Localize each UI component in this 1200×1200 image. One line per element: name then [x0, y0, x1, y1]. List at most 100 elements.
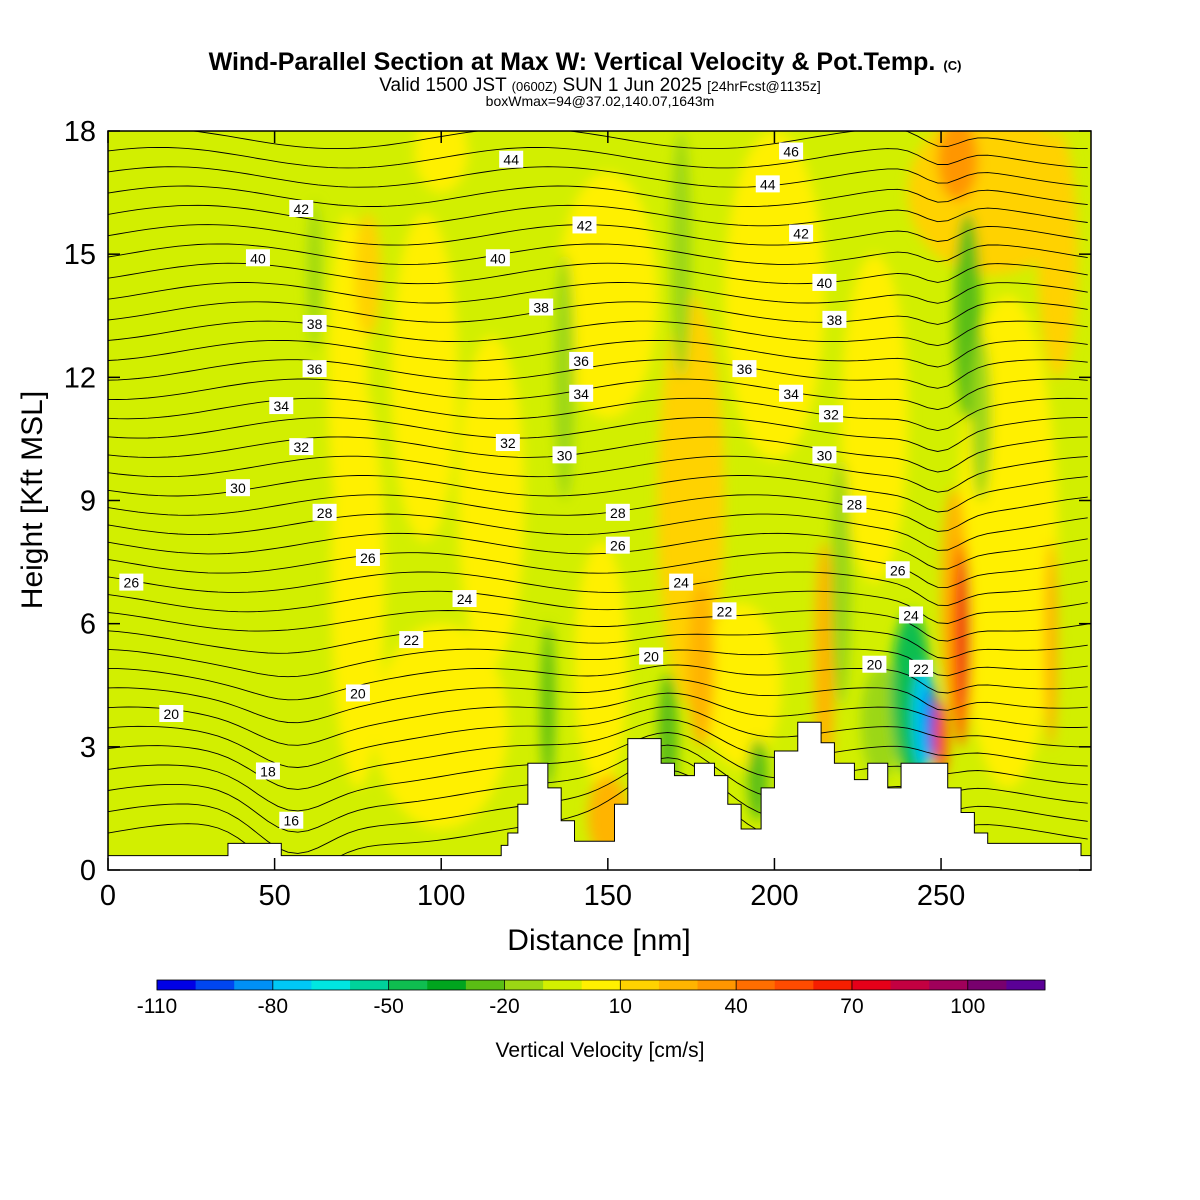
contour-label-text: 20 — [643, 649, 659, 665]
contour-label-box — [885, 561, 910, 579]
contour-label: 32 — [289, 438, 314, 456]
contour-label-text: 40 — [490, 250, 506, 266]
contour-label-box — [279, 811, 304, 829]
colorbar-swatch — [620, 980, 660, 990]
contour-label-text: 32 — [293, 439, 309, 455]
colorbar-tick-label: 100 — [950, 995, 985, 1018]
contour-label-text: 38 — [307, 316, 323, 332]
contour-label-box — [255, 762, 280, 780]
contour-label: 24 — [452, 590, 477, 608]
colorbar-swatch — [967, 980, 1007, 990]
isentrope-line — [108, 610, 1088, 642]
contour-label: 24 — [899, 606, 924, 624]
isentrope-line — [108, 532, 1088, 570]
isentrope-line — [108, 359, 1088, 389]
contour-label: 40 — [485, 249, 510, 267]
isentrope-line — [108, 185, 1088, 207]
contour-label: 38 — [302, 314, 327, 332]
contour-label-text: 24 — [673, 575, 689, 591]
colorbar-tick-label: -80 — [258, 995, 288, 1018]
contour-label: 22 — [712, 602, 737, 620]
velocity-cell — [959, 553, 970, 710]
contour-label-box — [712, 602, 737, 620]
contour-label-box — [732, 360, 757, 378]
colorbar-swatch — [851, 980, 892, 990]
contour-label: 26 — [885, 561, 910, 579]
contour-label: 32 — [819, 405, 844, 423]
contour-label-text: 30 — [557, 447, 573, 463]
contour-label-box — [499, 150, 524, 168]
isentrope-line — [108, 692, 1088, 746]
colorbar-swatch — [427, 980, 467, 990]
contour-label-text: 40 — [250, 250, 266, 266]
velocity-cell — [861, 664, 902, 780]
y-tick-label: 12 — [64, 362, 96, 394]
isentrope-line — [108, 243, 1088, 265]
contour-label-box — [302, 314, 327, 332]
colorbar-tick-label: 10 — [609, 995, 632, 1018]
velocity-cell — [701, 603, 782, 768]
contour-label-text: 32 — [500, 435, 516, 451]
colorbar-swatch — [736, 980, 776, 990]
isentrope-line — [108, 224, 1088, 246]
contour-label-text: 42 — [793, 226, 809, 242]
contour-label: 36 — [302, 360, 327, 378]
contour-label: 26 — [119, 573, 144, 591]
contour-label-box — [269, 397, 294, 415]
chart-title: Wind-Parallel Section at Max W: Vertical… — [209, 48, 962, 76]
contour-label-box — [495, 434, 520, 452]
velocity-cell — [925, 685, 938, 760]
colorbar-swatch — [813, 980, 853, 990]
contour-label-text: 28 — [610, 505, 626, 521]
contour-label: 42 — [789, 224, 814, 242]
velocity-cell — [687, 582, 715, 747]
contour-label-box — [639, 647, 664, 665]
velocity-cell — [724, 131, 825, 460]
x-tick-label: 200 — [750, 880, 798, 912]
isentrope-line — [108, 629, 1088, 659]
contour-label-text: 20 — [164, 706, 180, 722]
chart-subtitle: Valid 1500 JST (0600Z) SUN 1 Jun 2025 [2… — [379, 75, 820, 96]
colorbar-swatch — [234, 980, 274, 990]
contour-label: 20 — [159, 704, 184, 722]
contour-label-text: 26 — [124, 575, 140, 591]
contour-label-box — [862, 655, 887, 673]
contour-label: 30 — [812, 446, 837, 464]
isentrope-line — [108, 590, 1088, 624]
velocity-cell — [391, 213, 458, 542]
contour-label-text: 22 — [913, 661, 929, 677]
contour-label-text: 44 — [760, 176, 776, 192]
contour-label-box — [159, 704, 184, 722]
isentrope-line — [108, 339, 1088, 368]
colorbar-swatch — [311, 980, 351, 990]
isentrope-line — [108, 664, 1088, 701]
velocity-cell — [934, 701, 948, 776]
contour-label-box — [779, 142, 804, 160]
contour-label-box — [909, 659, 934, 677]
isentrope-line — [108, 552, 1088, 588]
box-info: boxWmax=94@37.02,140.07,1643m — [486, 93, 715, 109]
isentrope-line — [189, 131, 1088, 150]
contour-label-box — [245, 249, 270, 267]
velocity-cell — [414, 131, 468, 193]
contour-label-text: 42 — [577, 217, 593, 233]
contour-label: 34 — [779, 384, 804, 402]
contour-label: 30 — [552, 446, 577, 464]
contour-label: 34 — [569, 384, 594, 402]
contour-label-text: 28 — [317, 505, 333, 521]
isentrope-line — [108, 301, 1088, 325]
contour-label-box — [312, 503, 337, 521]
contour-label: 24 — [669, 573, 694, 591]
colorbar-tick-labels: -110 -80 -50 -20 10 40 70 100 — [137, 980, 985, 1018]
contour-label-text: 20 — [350, 685, 366, 701]
contour-label-box — [552, 446, 577, 464]
colorbar-swatch — [465, 980, 505, 990]
colorbar-tick-label: -50 — [373, 995, 403, 1018]
contour-label: 28 — [842, 495, 867, 513]
colorbar-swatch — [658, 980, 699, 990]
contour-label: 44 — [499, 150, 524, 168]
contour-label-box — [355, 548, 380, 566]
colorbar-tick-label: -110 — [137, 995, 177, 1018]
contour-label-text: 42 — [293, 201, 309, 217]
